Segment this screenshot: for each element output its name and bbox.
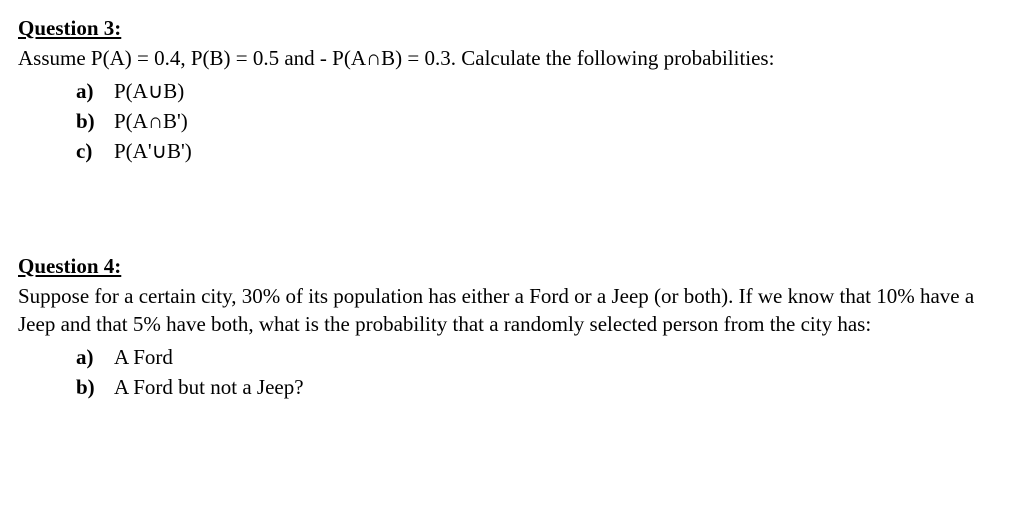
option-text: P(A∪B) bbox=[114, 77, 1006, 105]
question-header: Question 3: bbox=[18, 14, 1006, 42]
option-text: A Ford bbox=[114, 343, 1006, 371]
question-options: a) P(A∪B) b) P(A∩B') c) P(A'∪B') bbox=[18, 77, 1006, 166]
option-text: P(A∩B') bbox=[114, 107, 1006, 135]
question-header: Question 4: bbox=[18, 252, 1006, 280]
option-letter: c) bbox=[76, 137, 100, 165]
option-letter: a) bbox=[76, 343, 100, 371]
option-letter: a) bbox=[76, 77, 100, 105]
option-text: P(A'∪B') bbox=[114, 137, 1006, 165]
option-text: A Ford but not a Jeep? bbox=[114, 373, 1006, 401]
question-prompt: Suppose for a certain city, 30% of its p… bbox=[18, 282, 1006, 339]
option-a: a) P(A∪B) bbox=[76, 77, 1006, 105]
question-options: a) A Ford b) A Ford but not a Jeep? bbox=[18, 343, 1006, 402]
question-4: Question 4: Suppose for a certain city, … bbox=[18, 252, 1006, 402]
question-prompt: Assume P(A) = 0.4, P(B) = 0.5 and - P(A∩… bbox=[18, 44, 1006, 72]
option-b: b) P(A∩B') bbox=[76, 107, 1006, 135]
question-3: Question 3: Assume P(A) = 0.4, P(B) = 0.… bbox=[18, 14, 1006, 166]
option-a: a) A Ford bbox=[76, 343, 1006, 371]
option-letter: b) bbox=[76, 107, 100, 135]
option-letter: b) bbox=[76, 373, 100, 401]
option-c: c) P(A'∪B') bbox=[76, 137, 1006, 165]
option-b: b) A Ford but not a Jeep? bbox=[76, 373, 1006, 401]
